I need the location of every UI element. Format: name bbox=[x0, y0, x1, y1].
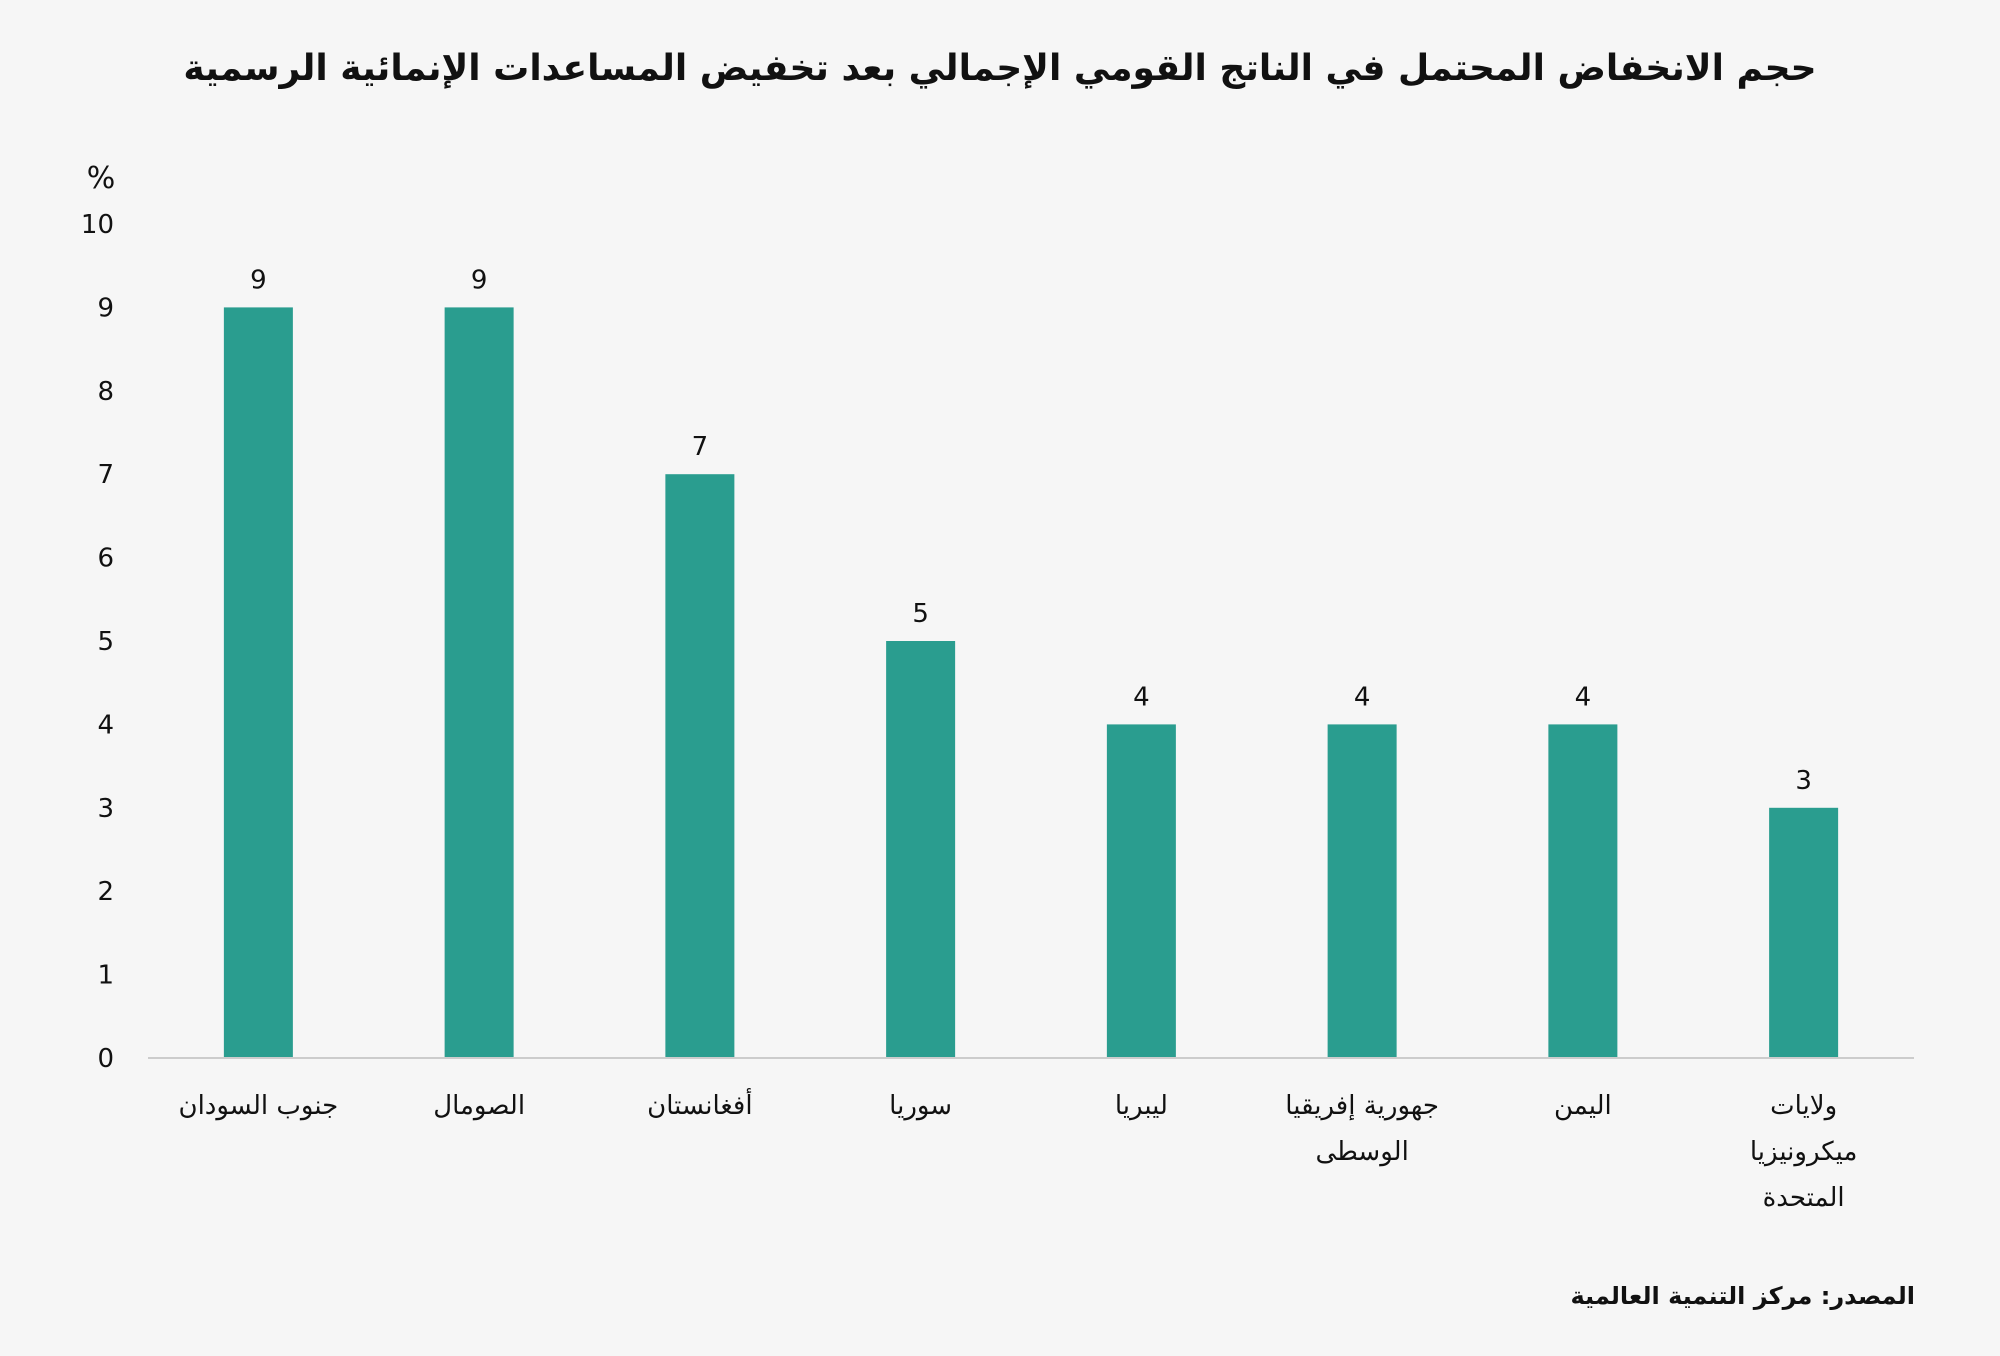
chart-title: حجم الانخفاض المحتمل في الناتج القومي ال… bbox=[183, 48, 1817, 89]
category-label: جنوب السودان bbox=[178, 1091, 338, 1121]
y-tick-label: 7 bbox=[97, 460, 114, 490]
category-labels-group: جنوب السودان الصومال أفغانستان سوريا ليبريا ج… bbox=[178, 1087, 1857, 1213]
y-tick-label: 10 bbox=[81, 210, 114, 240]
category-label: أفغانستان bbox=[647, 1087, 752, 1121]
bar-value-label: 9 bbox=[250, 265, 267, 295]
category-label: ميكرونيزيا bbox=[1750, 1137, 1858, 1167]
y-tick-label: 9 bbox=[97, 293, 114, 323]
bar bbox=[444, 307, 514, 1058]
category-label: جهورية إفريقيا bbox=[1285, 1091, 1439, 1121]
bar-value-label: 5 bbox=[912, 599, 929, 629]
y-tick-label: 8 bbox=[97, 377, 114, 407]
category-label: ولايات bbox=[1770, 1091, 1837, 1121]
category-label: الوسطى bbox=[1315, 1137, 1408, 1167]
category-label: سوريا bbox=[889, 1091, 952, 1121]
bars-group bbox=[223, 307, 1839, 1058]
bar bbox=[1769, 807, 1839, 1058]
y-axis-ticks: 0 1 2 3 4 5 6 7 8 9 10 bbox=[81, 210, 114, 1074]
bar-value-label: 9 bbox=[471, 265, 488, 295]
y-tick-label: 5 bbox=[97, 627, 114, 657]
bar-value-label: 4 bbox=[1354, 682, 1371, 712]
category-label: المتحدة bbox=[1763, 1183, 1845, 1213]
bar bbox=[1106, 724, 1176, 1058]
y-tick-label: 6 bbox=[97, 544, 114, 574]
bar-value-label: 4 bbox=[1575, 682, 1592, 712]
category-label: اليمن bbox=[1554, 1091, 1612, 1121]
y-tick-label: 0 bbox=[97, 1044, 114, 1074]
bar-value-label: 3 bbox=[1795, 766, 1812, 796]
source-note: المصدر: مركز التنمية العالمية bbox=[1570, 1282, 1915, 1310]
data-labels-group: 9 9 7 5 4 4 4 3 bbox=[250, 265, 1812, 795]
bar-value-label: 4 bbox=[1133, 682, 1150, 712]
y-tick-label: 2 bbox=[97, 877, 114, 907]
y-tick-label: 3 bbox=[97, 794, 114, 824]
bar bbox=[223, 307, 293, 1058]
y-tick-label: 1 bbox=[97, 961, 114, 991]
bar bbox=[1327, 724, 1397, 1058]
bar bbox=[1548, 724, 1618, 1058]
y-axis-unit-label: % bbox=[87, 161, 116, 196]
bar-value-label: 7 bbox=[692, 432, 709, 462]
category-label: الصومال bbox=[433, 1091, 525, 1121]
bar bbox=[665, 474, 735, 1058]
category-label: ليبريا bbox=[1115, 1091, 1168, 1121]
bar bbox=[886, 641, 956, 1058]
y-tick-label: 4 bbox=[97, 710, 114, 740]
